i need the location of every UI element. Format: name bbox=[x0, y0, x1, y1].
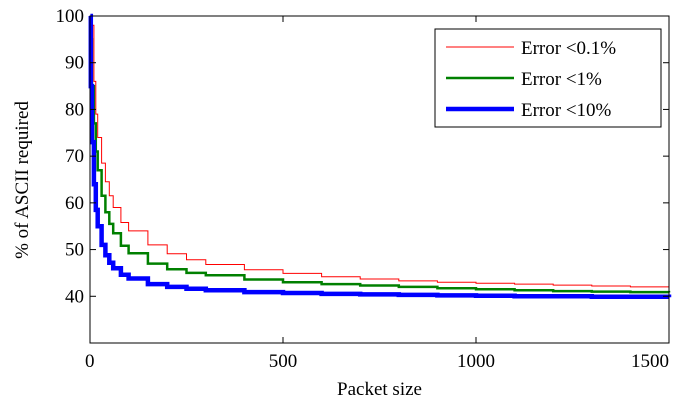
axes-box bbox=[89, 15, 670, 344]
series-line-1 bbox=[90, 15, 670, 288]
x-tick-label: 500 bbox=[269, 351, 298, 372]
ticks-layer: 0 500 1000 1500 40 50 60 70 80 90 100 bbox=[56, 6, 670, 372]
legend-label-2: Error <1% bbox=[521, 69, 602, 90]
series-line-3 bbox=[88, 13, 672, 300]
legend-label-1: Error <0.1% bbox=[521, 38, 616, 59]
x-axis-label: Packet size bbox=[337, 379, 422, 400]
legend: Error <0.1% Error <1% Error <10% bbox=[434, 28, 662, 128]
x-tick-label: 1000 bbox=[457, 351, 495, 372]
legend-label-3: Error <10% bbox=[521, 100, 612, 121]
series-line-2 bbox=[89, 14, 671, 294]
series-layer bbox=[88, 13, 672, 300]
y-axis-label: % of ASCII required bbox=[12, 101, 33, 259]
y-tick-label: 50 bbox=[65, 240, 84, 261]
y-tick-label: 60 bbox=[65, 193, 84, 214]
y-tick-label: 40 bbox=[65, 286, 84, 307]
y-tick-label: 100 bbox=[56, 6, 85, 27]
y-tick-label: 90 bbox=[65, 53, 84, 74]
x-tick-label: 0 bbox=[85, 351, 95, 372]
y-tick-label: 80 bbox=[65, 99, 84, 120]
x-tick-label: 1500 bbox=[631, 351, 669, 372]
y-tick-label: 70 bbox=[65, 146, 84, 167]
